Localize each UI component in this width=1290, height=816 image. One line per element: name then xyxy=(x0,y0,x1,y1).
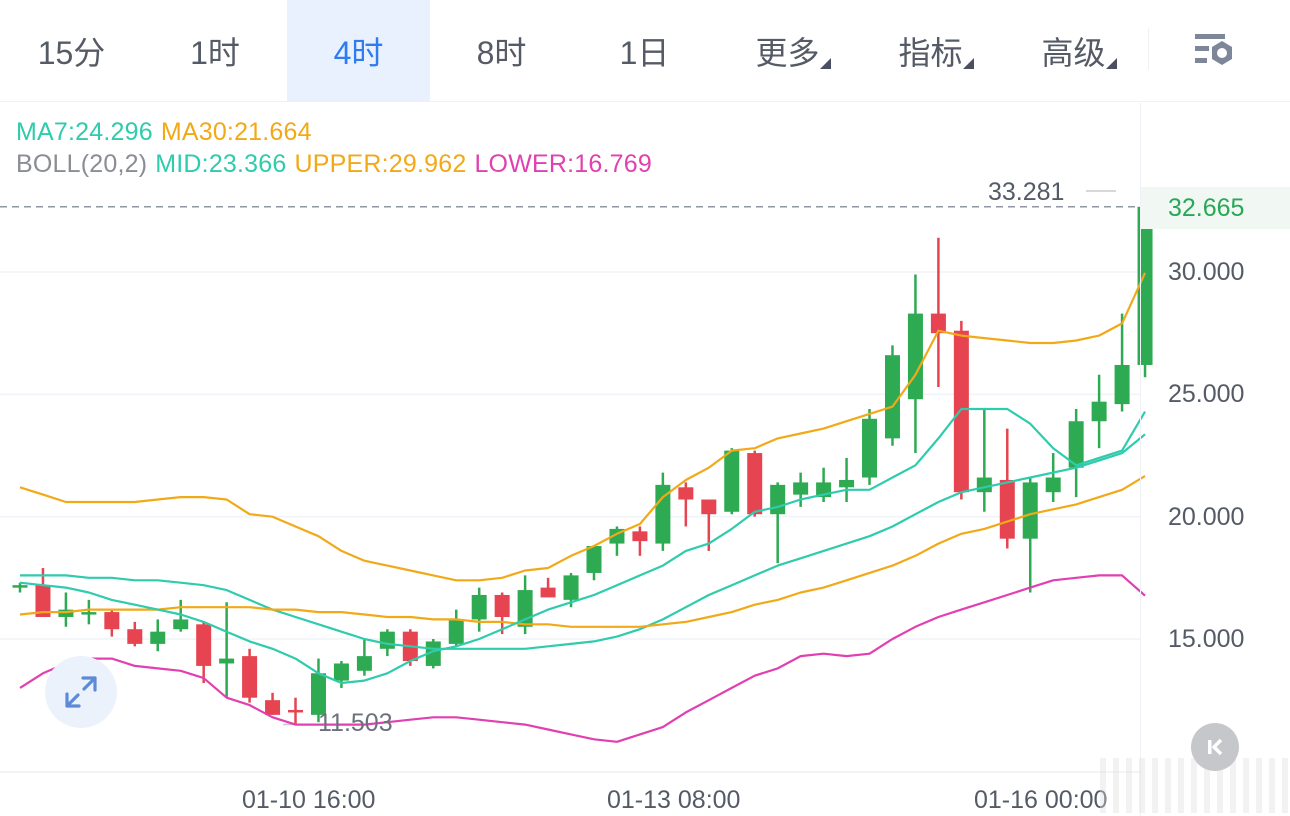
tab-label: 高级 xyxy=(1041,35,1106,71)
candle-up xyxy=(1114,364,1130,405)
max-price-annotation: 33.281 xyxy=(988,178,1065,206)
candle-down xyxy=(747,453,763,515)
chart-settings-icon xyxy=(1195,34,1232,65)
candle-up xyxy=(173,619,189,630)
price-tick-20: 20.000 xyxy=(1168,503,1245,531)
fullscreen-button[interactable] xyxy=(45,656,117,728)
boll-label: BOLL(20,2) xyxy=(16,150,148,178)
chart-settings-button[interactable] xyxy=(1180,22,1250,82)
dropdown-caret-icon xyxy=(820,58,831,69)
tab-label: 更多 xyxy=(755,35,820,71)
boll-legend: BOLL(20,2) MID:23.366 UPPER:29.962 LOWER:16… xyxy=(16,150,660,179)
ma30-value: MA30:21.664 xyxy=(160,118,312,146)
ma7-value: MA7:24.296 xyxy=(16,118,153,146)
time-tick-2: 01-13 08:00 xyxy=(607,786,741,814)
candle-up xyxy=(356,656,372,671)
candle-up xyxy=(379,631,395,649)
candle-down xyxy=(196,624,212,666)
candle-down xyxy=(265,700,281,715)
price-axis[interactable] xyxy=(1140,103,1290,816)
candle-up xyxy=(839,479,855,488)
tab-3[interactable]: 8时 xyxy=(430,0,573,102)
tab-divider xyxy=(1148,28,1149,70)
tab-2[interactable]: 4时 xyxy=(287,0,430,102)
boll-mid-line xyxy=(20,433,1146,650)
candle-up xyxy=(793,482,809,495)
tab-1[interactable]: 1时 xyxy=(143,0,287,102)
boll-mid-value: MID:23.366 xyxy=(155,150,287,178)
candle-down xyxy=(35,585,51,617)
time-tick-1: 01-10 16:00 xyxy=(242,786,376,814)
candle-down xyxy=(288,709,304,713)
candle-down xyxy=(953,330,969,493)
kline-chart[interactable]: MA7:24.296 MA30:21.664 BOLL(20,2) MID:23.3… xyxy=(0,103,1290,816)
candle-up xyxy=(586,546,602,573)
candle-up xyxy=(1068,421,1084,468)
candle-up xyxy=(12,585,28,588)
tab-label: 1日 xyxy=(619,35,670,71)
ma30-line xyxy=(19,475,1146,628)
candle-up xyxy=(448,619,464,644)
boll-lower-line xyxy=(19,574,1146,743)
expand-arrows-icon xyxy=(65,676,97,708)
candle-down xyxy=(242,656,258,698)
candle-up xyxy=(58,609,74,617)
candle-up xyxy=(1137,206,1153,365)
ma7-line xyxy=(19,407,1146,685)
tab-4[interactable]: 1日 xyxy=(573,0,716,102)
candle-up xyxy=(770,484,786,515)
candle-down xyxy=(678,487,694,500)
tab-6[interactable]: 指标 xyxy=(859,0,1002,102)
candle-up xyxy=(862,418,878,478)
candle-down xyxy=(930,313,946,334)
scroll-to-latest-button[interactable] xyxy=(1191,723,1239,771)
tab-label: 4时 xyxy=(333,35,384,71)
candle-up xyxy=(1022,482,1038,539)
timeframe-tabbar: 15分 1时 4时 8时 1日 更多 指标 高级 xyxy=(0,0,1290,102)
tab-label: 1时 xyxy=(190,35,240,71)
candle-down xyxy=(701,499,717,515)
tab-5[interactable]: 更多 xyxy=(716,0,859,102)
min-price-annotation: 11.503 xyxy=(318,709,393,737)
candle-up xyxy=(1091,401,1107,422)
tab-label: 8时 xyxy=(476,35,527,71)
boll-lower-value: LOWER:16.769 xyxy=(474,150,652,178)
tab-0[interactable]: 15分 xyxy=(0,0,143,102)
tab-label: 指标 xyxy=(898,35,963,71)
dropdown-caret-icon xyxy=(963,58,974,69)
candlestick-plot[interactable] xyxy=(0,103,1290,816)
boll-upper-value: UPPER:29.962 xyxy=(294,150,467,178)
candle-down xyxy=(104,612,120,630)
candle-up xyxy=(81,612,97,615)
candle-up xyxy=(150,631,166,644)
price-tick-30: 30.000 xyxy=(1168,258,1245,286)
candle-up xyxy=(1045,477,1061,493)
tab-7[interactable]: 高级 xyxy=(1002,0,1145,102)
candle-down xyxy=(127,629,143,644)
current-price-label: 32.665 xyxy=(1141,187,1290,229)
candle-up xyxy=(333,663,349,681)
watermark xyxy=(1100,758,1290,813)
candle-down xyxy=(632,531,648,542)
candle-up xyxy=(724,450,740,512)
time-tick-3: 01-16 00:00 xyxy=(974,786,1108,814)
ma-legend: MA7:24.296 MA30:21.664 xyxy=(16,118,320,147)
dropdown-caret-icon xyxy=(1106,58,1117,69)
candle-down xyxy=(540,587,556,598)
candle-up xyxy=(310,673,326,715)
candle-up xyxy=(219,658,235,664)
candle-down xyxy=(494,594,510,617)
candle-down xyxy=(999,479,1015,539)
candle-up xyxy=(976,477,992,493)
candle-up xyxy=(884,355,900,439)
candle-up xyxy=(563,575,579,600)
price-tick-15: 15.000 xyxy=(1168,625,1245,653)
candle-up xyxy=(655,484,671,544)
boll-upper-line xyxy=(19,272,1147,582)
price-tick-25: 25.000 xyxy=(1168,380,1245,408)
tab-label: 15分 xyxy=(37,35,106,71)
scroll-to-latest-icon xyxy=(1208,738,1223,756)
candle-up xyxy=(907,313,923,400)
candle-up xyxy=(471,594,487,620)
